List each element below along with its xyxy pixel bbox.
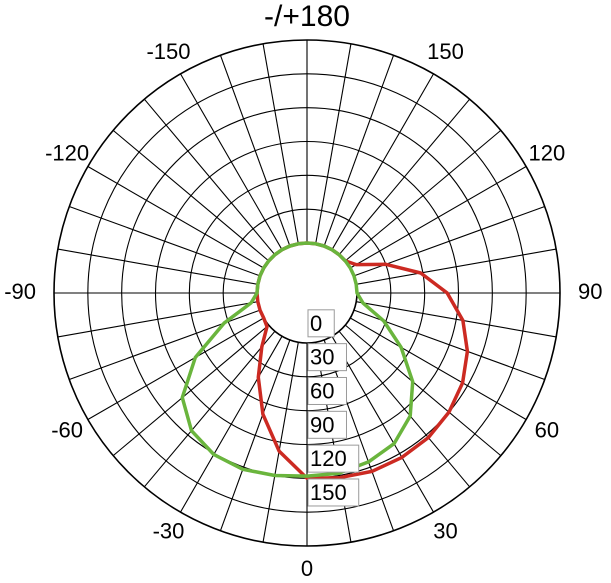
angle-tick-label: 30	[433, 519, 457, 544]
grid-spoke	[69, 205, 261, 277]
radial-tick-box	[307, 444, 360, 473]
radial-tick-label: 0	[310, 311, 322, 336]
grid-spoke	[350, 166, 527, 269]
angle-tick-label: 150	[427, 39, 464, 64]
grid-spoke	[331, 336, 434, 513]
series-line-2	[180, 241, 415, 478]
grid-spoke	[315, 342, 352, 543]
grid-spoke	[180, 336, 283, 513]
radial-tick-label: 90	[310, 412, 334, 437]
grid-spoke	[112, 129, 270, 262]
radial-tick-box	[307, 376, 347, 405]
grid-spoke	[323, 55, 395, 247]
radial-tick-label: 150	[310, 480, 347, 505]
angle-tick-label: 120	[529, 140, 566, 165]
polar-grid	[53, 39, 561, 547]
grid-spoke	[262, 342, 299, 543]
grid-spoke	[344, 324, 502, 457]
angle-tick-label: 60	[535, 417, 559, 442]
grid-spoke	[315, 43, 352, 244]
radial-tick-label: 60	[310, 378, 334, 403]
radial-tick-box	[307, 343, 347, 372]
grid-spoke	[219, 339, 291, 531]
radial-tick-box	[307, 410, 347, 439]
angular-tick-labels: -/+180 150 -150 120 -120 90 -90 60 -60 30 -30 0	[4, 0, 602, 581]
radial-tick-label: 120	[310, 446, 347, 471]
grid-spoke	[356, 248, 557, 285]
grid-spoke	[331, 73, 434, 250]
grid-spoke	[112, 324, 270, 457]
grid-spoke	[143, 330, 276, 488]
grid-spoke	[356, 301, 557, 338]
grid-spoke	[350, 317, 527, 420]
grid-spoke	[338, 330, 471, 488]
angle-tick-label: 0	[301, 556, 313, 581]
radial-tick-labels: 0 30 60 90 120 150	[307, 309, 360, 507]
radial-tick-label: 30	[310, 345, 334, 370]
angle-tick-label: -60	[51, 417, 83, 442]
angle-tick-label: -120	[45, 140, 89, 165]
grid-spoke	[69, 309, 261, 381]
angle-tick-label: 90	[578, 279, 602, 304]
grid-spoke	[219, 55, 291, 247]
grid-spoke	[344, 129, 502, 262]
grid-spoke	[87, 166, 264, 269]
angle-tick-label: -90	[4, 279, 36, 304]
series-layer	[180, 241, 470, 481]
grid-spoke	[87, 317, 264, 420]
angle-tick-label: -/+180	[264, 0, 350, 33]
grid-spoke	[57, 301, 258, 338]
grid-spoke	[143, 98, 276, 256]
grid-spoke	[262, 43, 299, 244]
grid-spoke	[323, 339, 395, 531]
angle-tick-label: -30	[153, 519, 185, 544]
radial-tick-box	[307, 478, 360, 507]
grid-spoke	[57, 248, 258, 285]
angle-tick-label: -150	[146, 39, 190, 64]
grid-spoke	[338, 98, 471, 256]
radial-tick-box	[307, 309, 335, 338]
grid-spoke	[180, 73, 283, 250]
